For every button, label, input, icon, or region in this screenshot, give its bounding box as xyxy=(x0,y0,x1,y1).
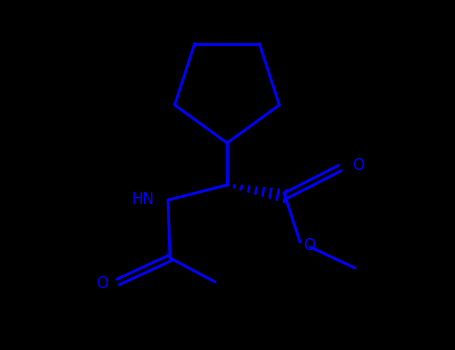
Text: O: O xyxy=(352,159,364,174)
Text: O: O xyxy=(303,238,315,253)
Text: O: O xyxy=(96,276,108,292)
Text: HN: HN xyxy=(131,193,154,208)
